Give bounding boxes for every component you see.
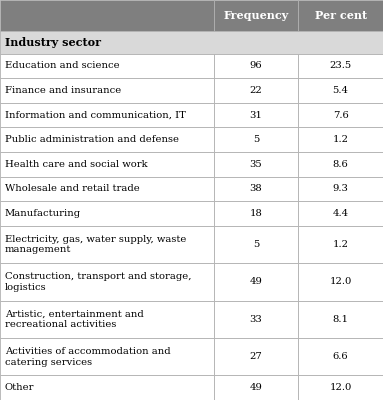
Text: Manufacturing: Manufacturing (5, 209, 81, 218)
Bar (0, 127, 214, 152)
Bar (214, 103, 298, 127)
Bar (214, 152, 298, 177)
Bar (0, 0, 214, 32)
Text: 5: 5 (253, 240, 259, 249)
Bar (0, 263, 214, 301)
Bar (0, 375, 214, 400)
Text: Construction, transport and storage,
logistics: Construction, transport and storage, log… (5, 272, 192, 292)
Bar (0, 301, 214, 338)
Bar (0, 78, 214, 103)
Text: 1.2: 1.2 (333, 135, 349, 144)
Text: Finance and insurance: Finance and insurance (5, 86, 121, 95)
Text: 96: 96 (250, 61, 262, 70)
Text: 1.2: 1.2 (333, 240, 349, 249)
Text: Industry sector: Industry sector (5, 37, 101, 48)
Bar (298, 103, 383, 127)
Text: 9.3: 9.3 (333, 184, 349, 194)
Bar (0, 177, 214, 201)
Text: Information and communication, IT: Information and communication, IT (5, 110, 186, 120)
Text: 35: 35 (250, 160, 262, 169)
Bar (0, 338, 214, 375)
Text: 12.0: 12.0 (329, 383, 352, 392)
Text: 18: 18 (250, 209, 262, 218)
Bar (214, 127, 298, 152)
Text: 5: 5 (253, 135, 259, 144)
Bar (0, 103, 214, 127)
Bar (214, 226, 298, 263)
Bar (298, 0, 383, 32)
Text: 4.4: 4.4 (332, 209, 349, 218)
Bar (214, 54, 298, 78)
Text: 49: 49 (250, 278, 262, 286)
Bar (0, 201, 214, 226)
Text: Activities of accommodation and
catering services: Activities of accommodation and catering… (5, 347, 170, 366)
Bar (0, 32, 383, 54)
Bar (214, 177, 298, 201)
Bar (298, 375, 383, 400)
Text: 22: 22 (250, 86, 262, 95)
Text: 6.6: 6.6 (333, 352, 349, 361)
Bar (214, 375, 298, 400)
Bar (298, 78, 383, 103)
Text: 23.5: 23.5 (329, 61, 352, 70)
Text: Electricity, gas, water supply, waste
management: Electricity, gas, water supply, waste ma… (5, 235, 187, 254)
Text: 33: 33 (250, 315, 262, 324)
Bar (298, 177, 383, 201)
Bar (0, 152, 214, 177)
Text: Public administration and defense: Public administration and defense (5, 135, 179, 144)
Bar (214, 201, 298, 226)
Text: Per cent: Per cent (314, 10, 367, 21)
Bar (214, 78, 298, 103)
Bar (298, 226, 383, 263)
Bar (298, 201, 383, 226)
Text: 12.0: 12.0 (329, 278, 352, 286)
Bar (298, 127, 383, 152)
Text: 49: 49 (250, 383, 262, 392)
Text: Other: Other (5, 383, 34, 392)
Bar (214, 0, 298, 32)
Bar (214, 338, 298, 375)
Text: Health care and social work: Health care and social work (5, 160, 147, 169)
Bar (0, 226, 214, 263)
Bar (298, 301, 383, 338)
Bar (298, 338, 383, 375)
Bar (298, 54, 383, 78)
Bar (298, 152, 383, 177)
Text: 7.6: 7.6 (333, 110, 349, 120)
Text: Education and science: Education and science (5, 61, 119, 70)
Text: 8.6: 8.6 (333, 160, 349, 169)
Text: 38: 38 (250, 184, 262, 194)
Bar (298, 263, 383, 301)
Text: 31: 31 (250, 110, 262, 120)
Text: 8.1: 8.1 (333, 315, 349, 324)
Text: Artistic, entertainment and
recreational activities: Artistic, entertainment and recreational… (5, 310, 144, 329)
Text: 27: 27 (250, 352, 262, 361)
Text: Frequency: Frequency (223, 10, 289, 21)
Text: Wholesale and retail trade: Wholesale and retail trade (5, 184, 140, 194)
Text: 5.4: 5.4 (333, 86, 349, 95)
Bar (0, 54, 214, 78)
Bar (214, 263, 298, 301)
Bar (214, 301, 298, 338)
